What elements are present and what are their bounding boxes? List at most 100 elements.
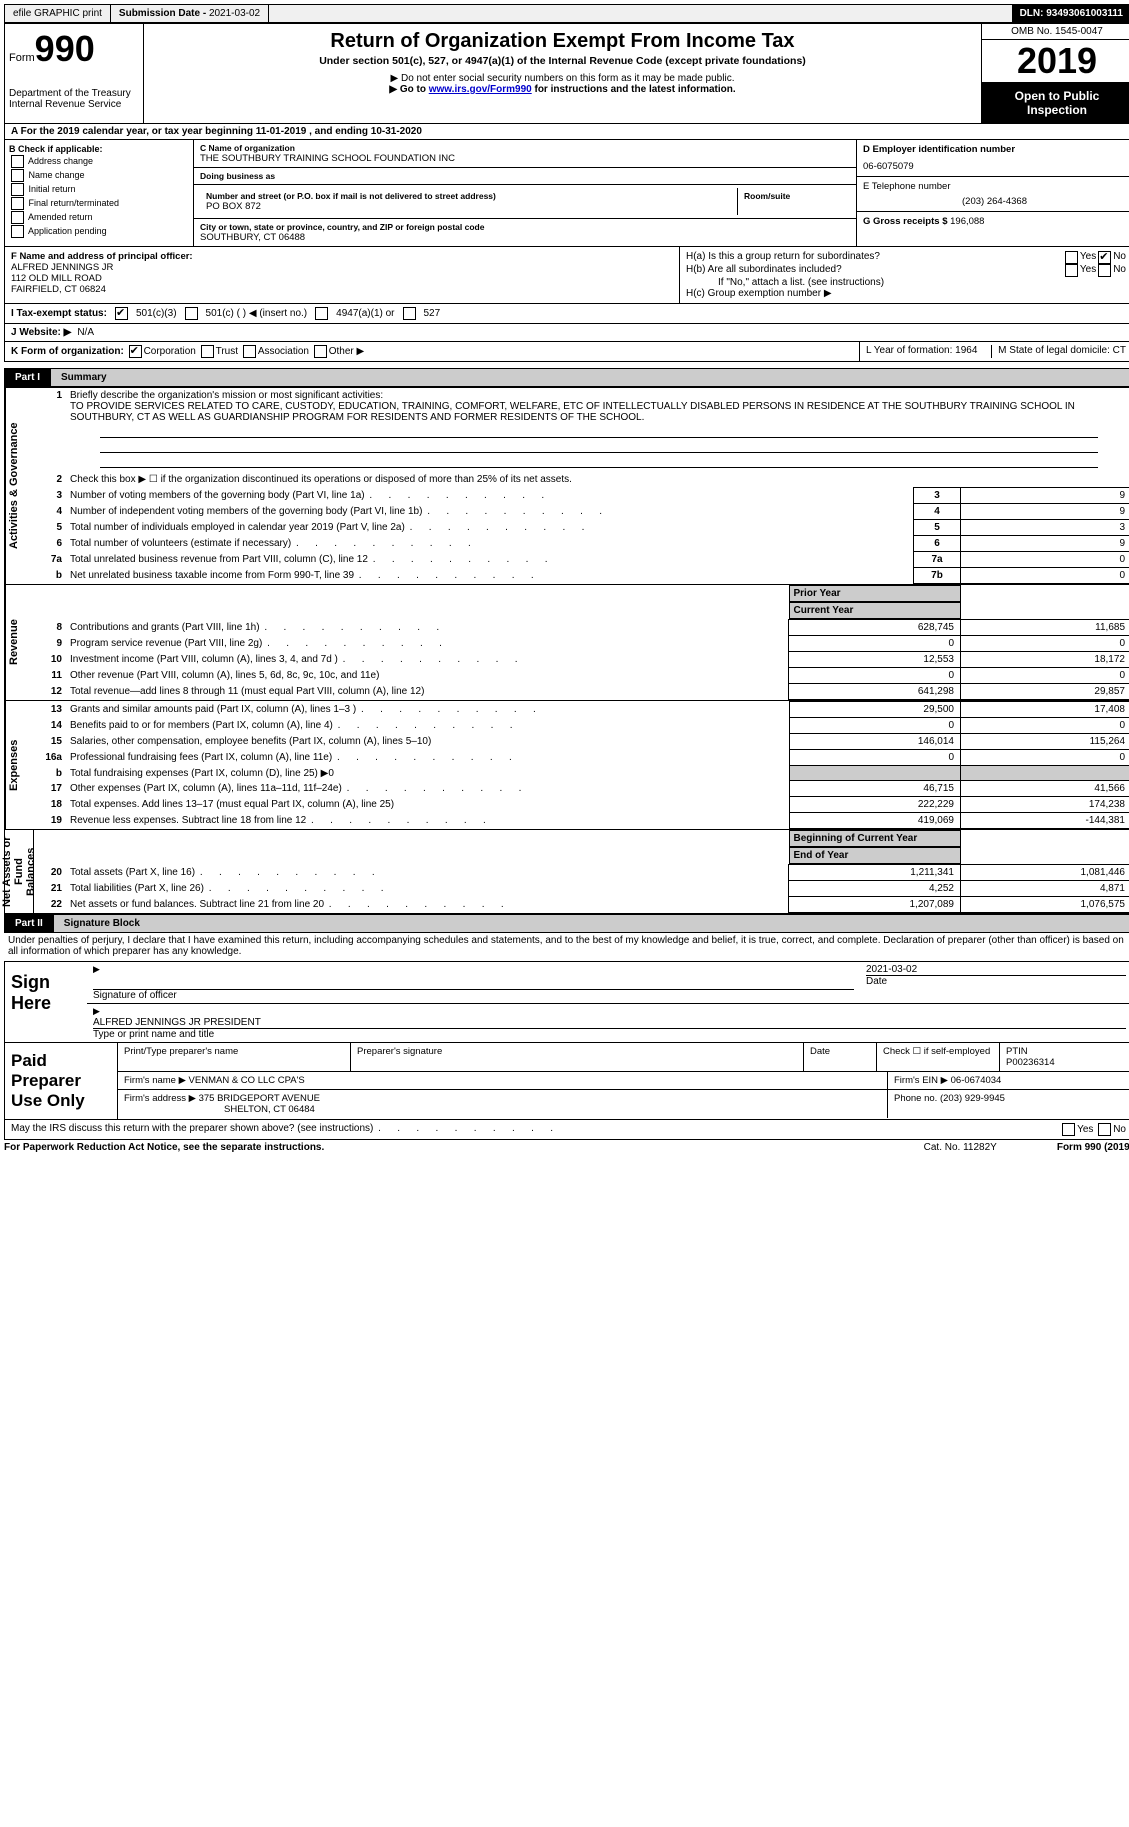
p20: 1,211,341 (789, 865, 961, 881)
gross-label: G Gross receipts $ (863, 216, 950, 227)
l7a: Total unrelated business revenue from Pa… (66, 552, 914, 568)
ha-no[interactable] (1098, 251, 1111, 264)
c18: 174,238 (961, 797, 1129, 813)
cb-other[interactable] (314, 345, 327, 358)
ha-yes[interactable] (1065, 251, 1078, 264)
box-b: B Check if applicable: Address change Na… (5, 140, 194, 246)
topbar: efile GRAPHIC print Submission Date - 20… (4, 4, 1129, 23)
l12: Total revenue—add lines 8 through 11 (mu… (66, 684, 789, 700)
form-990-label: Form990 (9, 28, 139, 70)
prep-date-lbl: Date (804, 1043, 877, 1071)
ptin-lbl: PTIN (1006, 1046, 1028, 1057)
c19: -144,381 (961, 813, 1129, 829)
p11: 0 (789, 668, 961, 684)
discuss-no[interactable] (1098, 1123, 1111, 1136)
paid-preparer-title: Paid Preparer Use Only (5, 1043, 118, 1119)
cb-initial-return[interactable]: Initial return (9, 183, 189, 196)
ein-label: D Employer identification number (863, 144, 1126, 155)
cb-assoc[interactable] (243, 345, 256, 358)
l17: Other expenses (Part IX, column (A), lin… (66, 781, 790, 797)
tel-value: (203) 264-4368 (863, 196, 1126, 207)
ein-value: 06-6075079 (863, 161, 1126, 172)
org-name: THE SOUTHBURY TRAINING SCHOOL FOUNDATION… (200, 153, 850, 164)
form-header: Form990 Department of the Treasury Inter… (4, 23, 1129, 124)
p15: 146,014 (790, 734, 961, 750)
sig-officer-lbl: Signature of officer (93, 990, 177, 1001)
officer-label: F Name and address of principal officer: (11, 251, 673, 262)
box-h: H(a) Is this a group return for subordin… (680, 247, 1129, 303)
c11: 0 (961, 668, 1129, 684)
c12: 29,857 (961, 684, 1129, 700)
side-netassets: Net Assets orFund Balances (5, 830, 34, 913)
c14: 0 (961, 718, 1129, 734)
cb-501c3[interactable] (115, 307, 128, 320)
box-b-title: B Check if applicable: (9, 144, 189, 154)
l3: Number of voting members of the governin… (66, 488, 914, 504)
cb-trust[interactable] (201, 345, 214, 358)
discuss-yes[interactable] (1062, 1123, 1075, 1136)
omb-number: OMB No. 1545-0047 (982, 24, 1129, 40)
p12: 641,298 (789, 684, 961, 700)
p18: 222,229 (790, 797, 961, 813)
part1-title: Summary (51, 368, 1129, 387)
cb-name-change[interactable]: Name change (9, 169, 189, 182)
l9: Program service revenue (Part VIII, line… (66, 636, 789, 652)
cb-pending[interactable]: Application pending (9, 225, 189, 238)
h-note: If "No," attach a list. (see instruction… (686, 277, 1126, 288)
firm-name: VENMAN & CO LLC CPA'S (189, 1075, 305, 1086)
v6: 9 (961, 536, 1129, 552)
footer-mid: Cat. No. 11282Y (924, 1142, 997, 1153)
prep-sig-lbl: Preparer's signature (351, 1043, 804, 1071)
firm-name-lbl: Firm's name ▶ (124, 1075, 186, 1086)
cb-address-change[interactable]: Address change (9, 155, 189, 168)
side-revenue: Revenue (5, 585, 34, 700)
h-c: H(c) Group exemption number ▶ (686, 288, 1126, 299)
p14: 0 (790, 718, 961, 734)
l14: Benefits paid to or for members (Part IX… (66, 718, 790, 734)
cb-527[interactable] (403, 307, 416, 320)
room-label: Room/suite (744, 191, 844, 201)
c10: 18,172 (961, 652, 1129, 668)
cb-final-return[interactable]: Final return/terminated (9, 197, 189, 210)
cb-501c[interactable] (185, 307, 198, 320)
firm-phone: (203) 929-9945 (940, 1093, 1005, 1104)
p13: 29,500 (790, 702, 961, 718)
form990-link[interactable]: www.irs.gov/Form990 (429, 84, 532, 95)
gross-value: 196,088 (950, 216, 984, 227)
firm-phone-lbl: Phone no. (894, 1093, 937, 1104)
cb-4947[interactable] (315, 307, 328, 320)
city-value: SOUTHBURY, CT 06488 (200, 232, 850, 243)
l2: Check this box ▶ ☐ if the organization d… (66, 472, 1129, 488)
c15: 115,264 (961, 734, 1129, 750)
box-d: D Employer identification number 06-60750… (856, 140, 1129, 246)
v4: 9 (961, 504, 1129, 520)
l22: Net assets or fund balances. Subtract li… (66, 897, 789, 913)
goto-line: ▶ Go to www.irs.gov/Form990 for instruct… (152, 84, 973, 95)
city-label: City or town, state or province, country… (200, 222, 850, 232)
p16b (790, 766, 961, 781)
hb-no[interactable] (1098, 264, 1111, 277)
p22: 1,207,089 (789, 897, 961, 913)
l1-lbl: Briefly describe the organization's miss… (70, 390, 383, 401)
ssn-warning: ▶ Do not enter social security numbers o… (152, 73, 973, 84)
cb-corp[interactable] (129, 345, 142, 358)
p9: 0 (789, 636, 961, 652)
c21: 4,871 (961, 881, 1129, 897)
c13: 17,408 (961, 702, 1129, 718)
h-a: H(a) Is this a group return for subordin… (686, 251, 1063, 264)
efile-label: efile GRAPHIC print (5, 5, 111, 22)
c16b (961, 766, 1129, 781)
row-k: K Form of organization: Corporation Trus… (5, 342, 860, 361)
cb-amended[interactable]: Amended return (9, 211, 189, 224)
addr-label: Number and street (or P.O. box if mail i… (206, 191, 731, 201)
form-title: Return of Organization Exempt From Incom… (152, 30, 973, 53)
form-subtitle: Under section 501(c), 527, or 4947(a)(1)… (152, 55, 973, 67)
l18: Total expenses. Add lines 13–17 (must eq… (66, 797, 790, 813)
firm-addr-lbl: Firm's address ▶ (124, 1093, 196, 1104)
l4: Number of independent voting members of … (66, 504, 914, 520)
submission-date: Submission Date - 2021-03-02 (111, 5, 269, 22)
hb-yes[interactable] (1065, 264, 1078, 277)
firm-ein: 06-0674034 (951, 1075, 1002, 1086)
row-l: L Year of formation: 1964 (866, 345, 992, 358)
hdr-prior: Prior Year (789, 585, 961, 602)
